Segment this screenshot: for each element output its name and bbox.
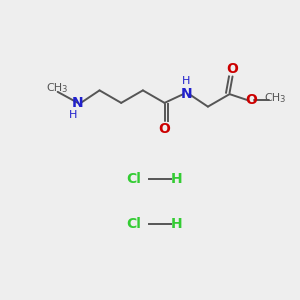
Text: O: O: [226, 61, 238, 76]
Text: Cl: Cl: [126, 217, 141, 231]
Text: H: H: [171, 172, 182, 186]
Text: N: N: [180, 87, 192, 101]
Text: Cl: Cl: [126, 172, 141, 186]
Text: N: N: [72, 96, 84, 110]
Text: O: O: [245, 93, 257, 107]
Text: H: H: [182, 76, 190, 86]
Text: H: H: [69, 110, 78, 120]
Text: CH: CH: [47, 83, 63, 93]
Text: H: H: [171, 217, 182, 231]
Text: O: O: [159, 122, 170, 136]
Text: 3: 3: [279, 95, 284, 104]
Text: 3: 3: [61, 85, 67, 94]
Text: CH: CH: [264, 93, 280, 103]
